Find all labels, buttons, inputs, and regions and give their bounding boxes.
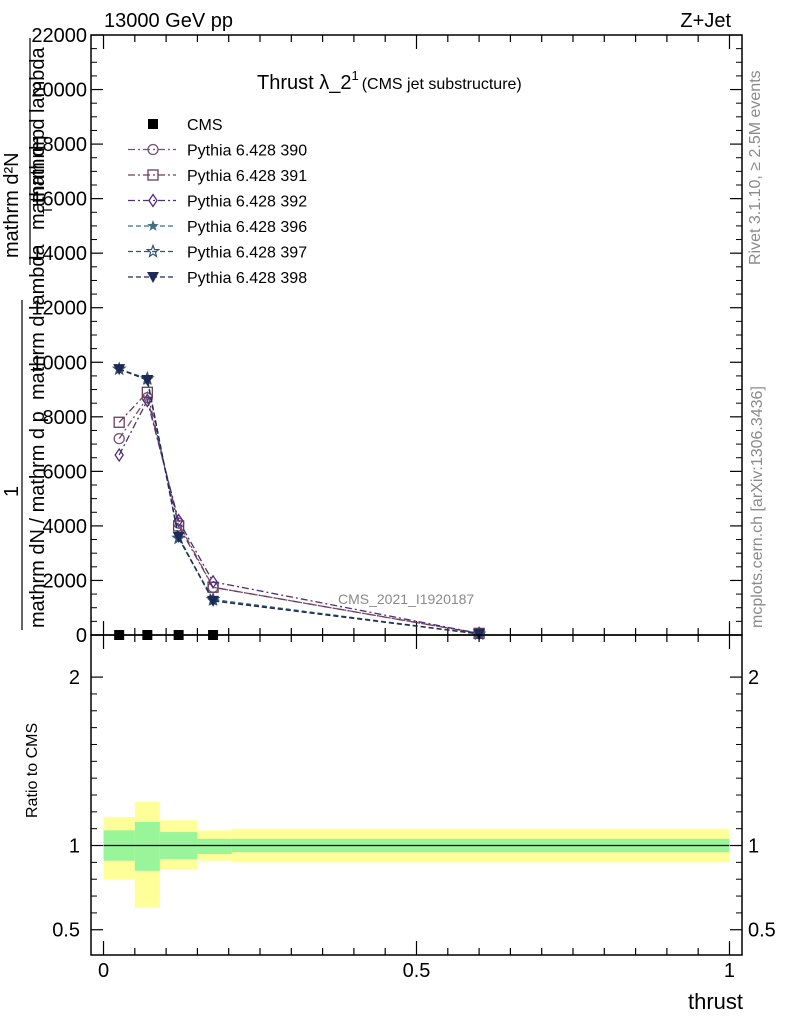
ratio-axis-ticks: 0 0.5 1 0.5 0.5 1 1 2 2 [52,635,776,982]
xtick-label: 1 [724,960,735,982]
legend-marker-pythia-6-428-390 [147,143,159,156]
data-point-pythia-6-428-398 [141,375,154,386]
ratio-ytick-label: 2 [69,667,80,689]
legend-label-pythia-6-428-396: Pythia 6.428 396 [187,219,307,236]
data-point-pythia-6-428-391 [113,416,125,428]
ylabel-denominator-b: mathrm d lambda [27,47,49,203]
top-ytick-label: 4000 [43,516,88,538]
series-line-pythia-6-428-390 [118,396,480,635]
top-ytick-label: 22000 [31,25,87,47]
data-point-pythia-6-428-398 [207,595,220,607]
legend-marker-pythia-6-428-398 [147,272,159,283]
legend-marker-pythia-6-428-397 [145,243,161,258]
ylabel-numerator: mathrm d²N [1,152,23,258]
legend-label-pythia-6-428-390: Pythia 6.428 390 [187,143,307,160]
top-ytick-label: 0 [76,625,87,647]
header-right: Z+Jet [680,10,731,32]
ratio-band-inner [134,821,160,871]
legend-label-pythia-6-428-398: Pythia 6.428 398 [187,270,307,287]
xtick-label: 0.5 [403,960,431,982]
legend-label-pythia-6-428-392: Pythia 6.428 392 [187,194,307,211]
top-ytick-label: 18000 [31,134,87,156]
top-ytick-label: 20000 [31,80,87,102]
top-axis-ticks: 0 2000 4000 6000 8000 10000 12000 14000 16000 180… [31,25,742,647]
data-point-pythia-6-428-398 [113,364,126,376]
ratio-panel-frame [90,634,743,956]
top-ytick-label: 2000 [43,570,88,592]
top-ytick-label: 16000 [31,189,87,211]
ratio-band-inner [197,838,232,854]
data-point-pythia-6-428-392 [173,513,184,528]
ylabel-prefactor: 1 [1,486,23,497]
legend-label-pythia-6-428-391: Pythia 6.428 391 [187,168,307,185]
ratio-ytick-label-right: 0.5 [748,920,776,942]
data-point-pythia-6-428-390 [113,432,125,445]
data-point-pythia-6-428-391 [141,386,153,398]
legend-marker-pythia-6-428-392 [148,193,158,208]
top-ytick-label: 12000 [31,298,87,320]
legend-marker-pythia-6-428-396 [147,220,159,231]
ylabel-denominator-sub: T [40,206,55,214]
series-line-pythia-6-428-398 [118,368,480,635]
ylabel-denominator-a: mathrm d p [27,129,49,230]
legend-label-cms: CMS [187,117,223,134]
top-y-axis-label: mathrm d²N mathrm d p T mathrm d lambda … [1,38,55,630]
chart-title: Thrust λ_21(CMS jet substructure) [257,68,522,94]
xtick-label: 0 [98,960,109,982]
series-line-pythia-6-428-392 [118,398,480,635]
top-ytick-label: 8000 [43,407,88,429]
ratio-ytick-label-right: 1 [748,836,759,858]
data-point-pythia-6-428-392 [208,574,218,589]
ylabel-prefactor-den: mathrm dN / mathrm d p [27,411,49,628]
ratio-bands [103,801,730,908]
ratio-ytick-label: 0.5 [52,920,80,942]
ratio-ylabel: Ratio to CMS [24,723,41,818]
top-ytick-label: 14000 [31,243,87,265]
legend: CMS Pythia 6.428 390 Pythia 6.428 391 Pythi… [128,117,307,287]
legend-marker-cms [148,119,158,129]
ratio-ytick-label-right: 2 [748,667,759,689]
legend-marker-pythia-6-428-391 [147,169,159,181]
ratio-ytick-label: 1 [69,836,80,858]
top-ytick-label: 6000 [43,461,88,483]
data-point-pythia-6-428-392 [142,393,153,408]
mcplots-text: mcplots.cern.ch [arXiv:1306.3436] [749,386,766,628]
top-ytick-label: 10000 [31,352,87,374]
rivet-version-text: Rivet 3.1.10, ≥ 2.5M events [747,70,764,265]
analysis-watermark: CMS_2021_I1920187 [338,591,474,607]
x-axis-label: thrust [688,989,743,1014]
data-point-pythia-6-428-398 [172,531,185,543]
header-left: 13000 GeV pp [104,10,233,32]
ylabel-prefactor-den2: mathrm d lambda [27,244,49,400]
data-point-pythia-6-428-392 [114,447,124,463]
legend-label-pythia-6-428-397: Pythia 6.428 397 [187,245,307,262]
